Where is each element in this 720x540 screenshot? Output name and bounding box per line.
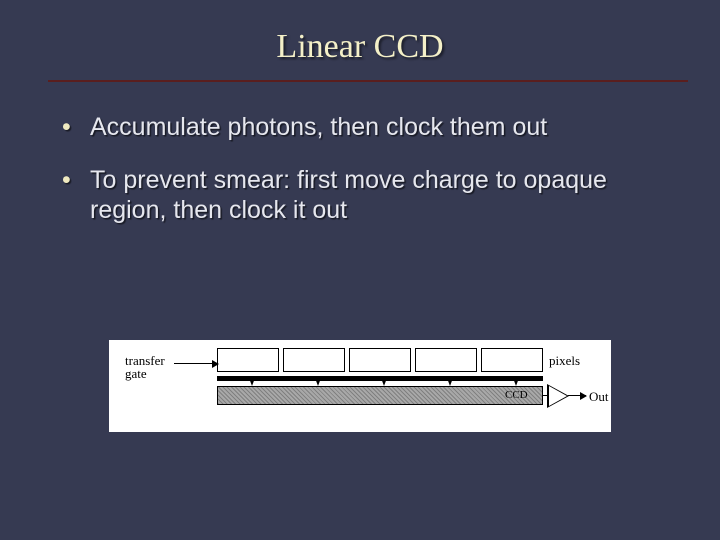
pixel-box [481, 348, 543, 372]
slide-title: Linear CCD [48, 28, 672, 66]
label-pixels: pixels [549, 354, 580, 367]
amplifier-icon [547, 384, 569, 408]
slide: Linear CCD Accumulate photons, then cloc… [0, 0, 720, 540]
ccd-register [217, 386, 543, 405]
label-ccd: CCD [505, 390, 528, 401]
output-wire [568, 395, 586, 396]
arrow-down-icon [315, 378, 321, 386]
pixel-row [217, 348, 543, 372]
transfer-gate-pointer [174, 363, 218, 364]
pixel-box [349, 348, 411, 372]
arrow-down-icon [447, 378, 453, 386]
bullet-list: Accumulate photons, then clock them out … [48, 112, 672, 226]
arrow-down-icon [513, 378, 519, 386]
transfer-gate-bar [217, 376, 543, 381]
arrow-down-icon [249, 378, 255, 386]
pixel-box [283, 348, 345, 372]
pixel-box [217, 348, 279, 372]
bullet-item: To prevent smear: first move charge to o… [56, 165, 672, 226]
ccd-diagram: transfer gate pixels CCD Out [109, 340, 611, 432]
label-out: Out [589, 390, 609, 403]
arrow-down-icon [381, 378, 387, 386]
label-transfer-gate: transfer gate [125, 354, 165, 380]
title-underline [48, 80, 688, 82]
pixel-box [415, 348, 477, 372]
bullet-item: Accumulate photons, then clock them out [56, 112, 672, 143]
